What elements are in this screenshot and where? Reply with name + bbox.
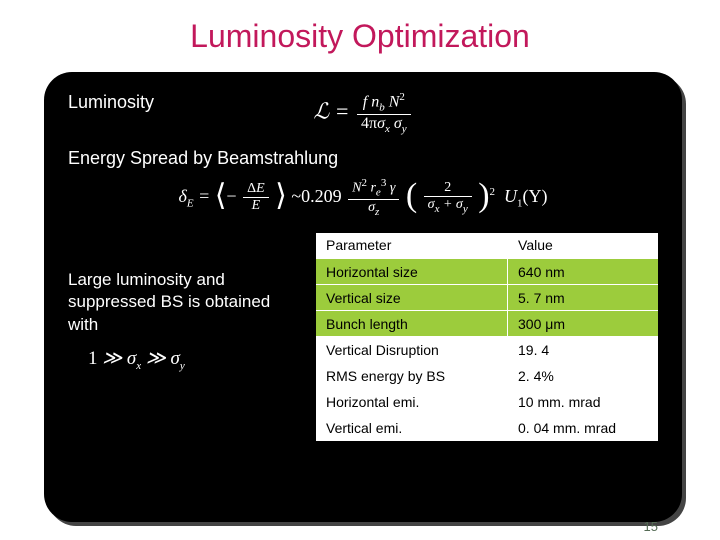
approx-const: ~0.209 [291, 186, 341, 206]
mid-num: N2 re3 γ [348, 177, 399, 200]
table-row: RMS energy by BS2. 4% [316, 363, 658, 389]
cell-value: 2. 4% [508, 363, 658, 389]
table-row: Horizontal emi.10 mm. mrad [316, 389, 658, 415]
th-parameter: Parameter [316, 233, 508, 259]
cell-parameter: Vertical Disruption [316, 337, 508, 363]
cell-value: 640 nm [508, 259, 658, 285]
u1-upsilon: U1(Υ) [504, 186, 548, 206]
paren-num: 2 [424, 180, 472, 197]
avg-num: ΔE [243, 181, 269, 198]
avg-den: E [243, 198, 269, 214]
note-formula: 1 ≫ σx ≫ σy [68, 347, 298, 372]
content-panel: Luminosity ℒ = f nb N2 4πσx σy Energy Sp… [44, 72, 682, 522]
luminosity-formula: ℒ = f nb N2 4πσx σy [68, 91, 658, 136]
cell-value: 10 mm. mrad [508, 389, 658, 415]
table-row: Horizontal size640 nm [316, 259, 658, 285]
cell-value: 5. 7 nm [508, 285, 658, 311]
note-block: Large luminosity and suppressed BS is ob… [68, 233, 298, 373]
formula1-num: f nb N2 [357, 91, 411, 115]
mid-den: σz [348, 200, 399, 218]
formula1-den: 4πσx σy [357, 115, 411, 136]
page-title: Luminosity Optimization [0, 0, 720, 65]
table-row: Vertical size5. 7 nm [316, 285, 658, 311]
page-number: 15 [644, 519, 658, 534]
table-row: Bunch length300 μm [316, 311, 658, 337]
formula1-lhs: ℒ = [313, 99, 349, 124]
cell-parameter: Horizontal size [316, 259, 508, 285]
cell-parameter: RMS energy by BS [316, 363, 508, 389]
beamstrahlung-formula: δE = ⟨− ΔE E ⟩ ~0.209 N2 re3 γ σz ( 2 σx… [68, 177, 658, 219]
cell-parameter: Vertical emi. [316, 415, 508, 441]
cell-parameter: Vertical size [316, 285, 508, 311]
sq: 2 [490, 186, 496, 198]
parameter-table: Parameter Value Horizontal size640 nmVer… [316, 233, 658, 442]
beamstrahlung-label: Energy Spread by Beamstrahlung [68, 148, 658, 169]
delta-e: δE = [178, 186, 210, 206]
cell-parameter: Horizontal emi. [316, 389, 508, 415]
table-row: Vertical emi.0. 04 mm. mrad [316, 415, 658, 441]
note-text: Large luminosity and suppressed BS is ob… [68, 269, 298, 338]
cell-value: 19. 4 [508, 337, 658, 363]
cell-value: 300 μm [508, 311, 658, 337]
th-value: Value [508, 233, 658, 259]
cell-parameter: Bunch length [316, 311, 508, 337]
table-row: Vertical Disruption19. 4 [316, 337, 658, 363]
paren-den: σx + σy [424, 197, 472, 215]
cell-value: 0. 04 mm. mrad [508, 415, 658, 441]
param-table-wrap: Parameter Value Horizontal size640 nmVer… [316, 233, 658, 442]
